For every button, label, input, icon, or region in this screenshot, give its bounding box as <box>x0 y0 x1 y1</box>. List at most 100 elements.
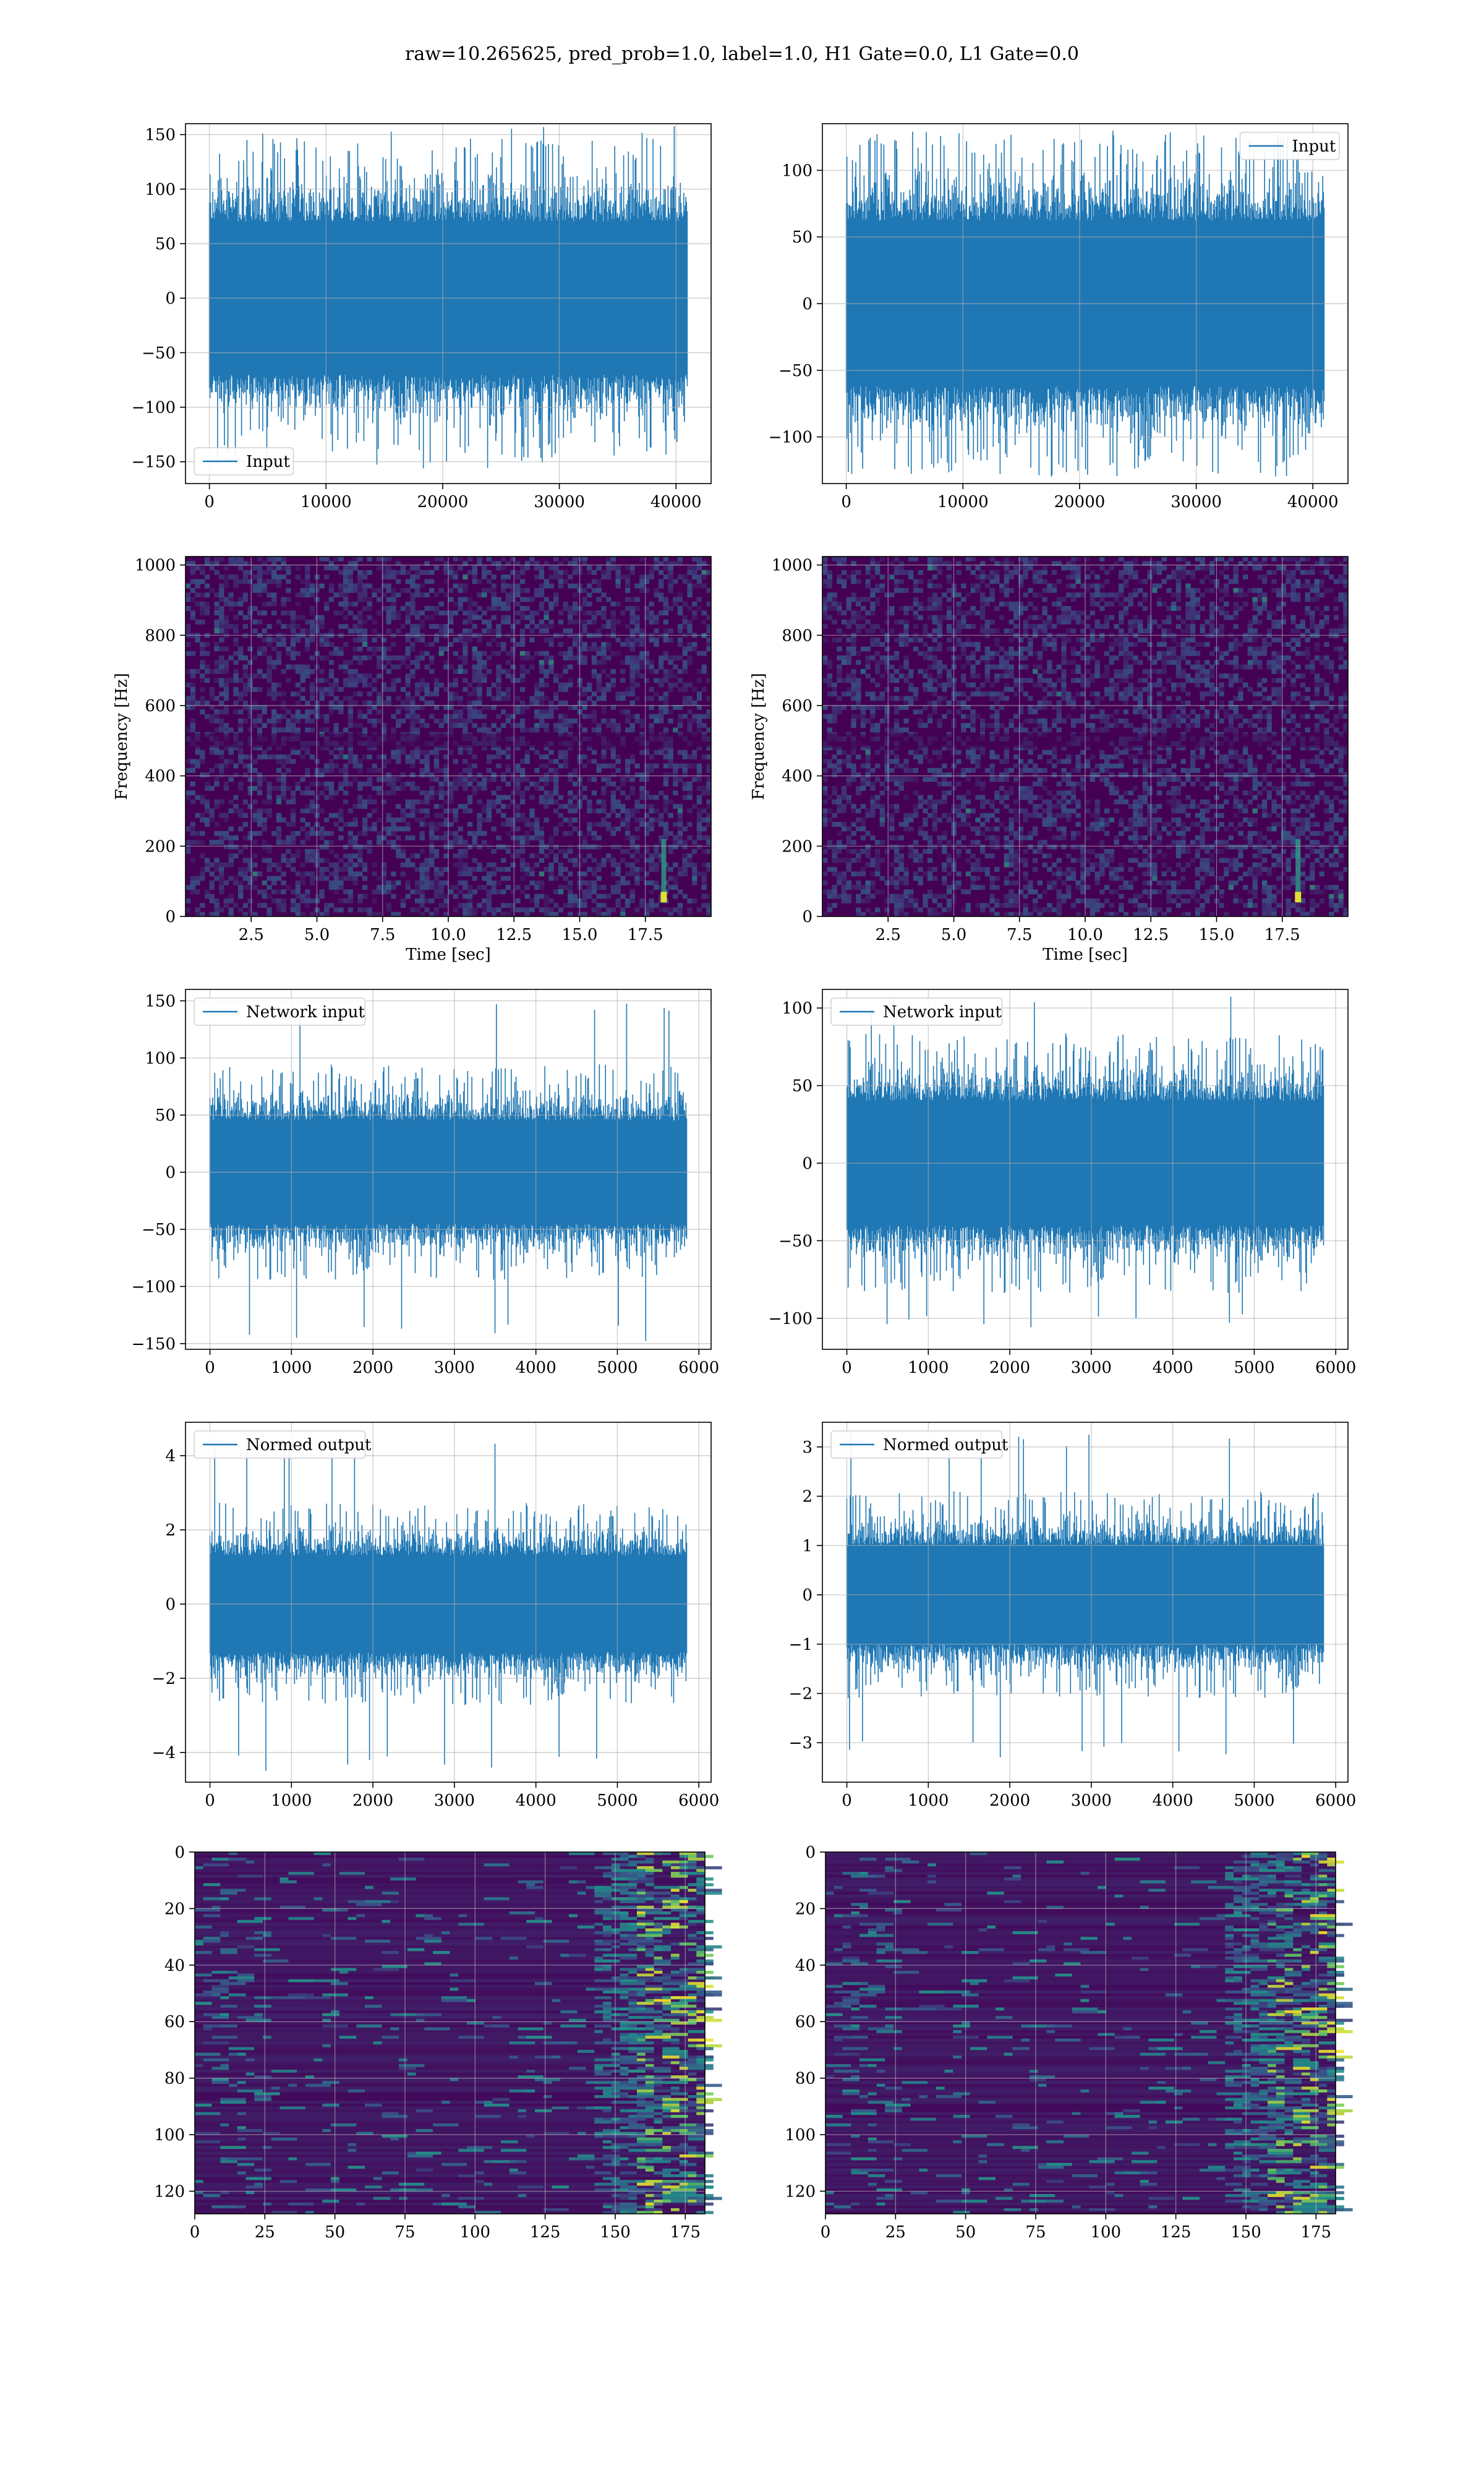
spectrogram-h1-cell <box>377 786 382 791</box>
spectrogram-h1-cell <box>558 849 563 854</box>
spectrogram-h1-cell <box>663 574 668 579</box>
spectrogram-l1-cell <box>1076 566 1081 571</box>
spectrogram-h1-cell <box>582 655 587 660</box>
spectrogram-h1-cell <box>443 777 448 782</box>
spectrogram-h1-cell <box>233 876 238 881</box>
spectrogram-h1-cell <box>324 574 329 579</box>
spectrogram-h1-cell <box>458 588 463 593</box>
spectrogram-h1-cell <box>310 620 315 625</box>
spectrogram-h1-cell <box>687 863 692 868</box>
spectrogram-h1-cell <box>406 714 411 719</box>
spectrogram-h1-cell <box>357 624 362 629</box>
spectrogram-h1-cell <box>606 620 611 625</box>
spectrogram-h1-cell <box>553 782 558 787</box>
spectrogram-h1-cell <box>630 566 635 571</box>
spectrogram-h1-cell <box>343 876 348 881</box>
spectrogram-h1-cell <box>630 714 635 719</box>
spectrogram-h1-cell <box>649 687 654 692</box>
spectrogram-h1-cell <box>271 719 276 724</box>
spectrogram-h1-cell <box>592 588 597 593</box>
spectrogram-l1-cell <box>994 570 999 575</box>
spectrogram-h1-cell <box>219 665 224 670</box>
spectrogram-h1-cell <box>415 592 420 597</box>
spectrogram-h1-cell <box>678 822 683 827</box>
spectrogram-h1-cell <box>276 660 281 665</box>
spectrogram-l1-cell <box>1148 574 1153 579</box>
spectrogram-h1-cell <box>620 660 625 665</box>
spectrogram-h1-cell <box>190 566 195 571</box>
spectrogram-l1-cell <box>1305 597 1310 602</box>
spectrogram-h1-cell <box>620 642 625 647</box>
spectrogram-h1-cell <box>482 808 487 813</box>
spectrogram-l1-cell <box>1109 566 1114 571</box>
spectrogram-l1-cell <box>1018 579 1023 584</box>
spectrogram-h1-cell <box>611 728 616 733</box>
spectrogram-h1-cell <box>592 655 597 660</box>
spectrogram-l1-cell <box>1248 624 1253 629</box>
spectrogram-l1-cell <box>1033 592 1038 597</box>
spectrogram-l1-cell <box>1085 557 1090 561</box>
spectrogram-h1-cell <box>329 863 334 868</box>
spectrogram-h1-cell <box>611 908 616 913</box>
spectrogram-h1-cell <box>654 592 659 597</box>
spectrogram-h1-cell <box>568 647 573 652</box>
spectrogram-h1-cell <box>630 642 635 647</box>
spectrogram-h1-cell <box>472 714 477 719</box>
spectrogram-h1-cell <box>319 790 324 795</box>
spectrogram-h1-cell <box>663 764 668 769</box>
spectrogram-l1-cell <box>870 628 875 633</box>
spectrogram-h1-cell <box>415 584 420 589</box>
spectrogram-h1-cell <box>511 827 516 832</box>
spectrogram-h1-cell <box>214 908 219 913</box>
spectrogram-l1-cell <box>908 574 913 579</box>
spectrogram-h1-cell <box>644 768 649 773</box>
spectrogram-h1-cell <box>210 899 215 903</box>
spectrogram-h1-cell <box>310 871 315 876</box>
spectrogram-h1-cell <box>692 849 697 854</box>
spectrogram-h1-cell <box>539 885 544 890</box>
spectrogram-h1-cell <box>687 835 692 840</box>
spectrogram-l1-cell <box>1124 638 1128 642</box>
spectrogram-h1-cell <box>668 606 673 611</box>
spectrogram-h1-cell <box>205 714 210 719</box>
spectrogram-h1-cell <box>544 660 549 665</box>
spectrogram-h1-cell <box>611 790 616 795</box>
spectrogram-h1-cell <box>410 714 415 719</box>
spectrogram-h1-cell <box>630 835 635 840</box>
spectrogram-h1-cell <box>515 777 520 782</box>
spectrogram-h1-cell <box>391 786 396 791</box>
spectrogram-h1-cell <box>496 642 501 647</box>
spectrogram-l1-cell <box>842 584 846 589</box>
spectrogram-h1-cell <box>492 871 497 876</box>
spectrogram-h1-cell <box>630 570 635 575</box>
spectrogram-h1-cell <box>382 574 386 579</box>
spectrogram-l1-cell <box>1243 638 1248 642</box>
spectrogram-h1-cell <box>415 899 420 903</box>
spectrogram-h1-cell <box>214 557 219 561</box>
spectrogram-h1-cell <box>348 610 353 615</box>
spectrogram-h1-cell <box>668 566 673 571</box>
spectrogram-h1-cell <box>233 804 238 809</box>
spectrogram-h1-cell <box>477 903 482 908</box>
spectrogram-h1-cell <box>338 885 343 890</box>
spectrogram-h1-cell <box>267 660 271 665</box>
spectrogram-h1-cell <box>248 835 253 840</box>
spectrogram-h1-cell <box>597 597 602 602</box>
spectrogram-h1-cell <box>238 647 243 652</box>
spectrogram-l1-cell <box>1295 642 1300 647</box>
spectrogram-h1-cell <box>458 863 463 868</box>
spectrogram-h1-cell <box>592 669 597 674</box>
spectrogram-h1-cell <box>515 813 520 818</box>
spectrogram-l1-cell <box>822 624 827 629</box>
spectrogram-h1-cell <box>281 853 286 858</box>
spectrogram-h1-cell <box>195 579 200 584</box>
spectrogram-h1-cell <box>439 602 444 607</box>
spectrogram-l1-cell <box>1219 606 1224 611</box>
spectrogram-h1-cell <box>573 602 578 607</box>
spectrogram-h1-cell <box>219 638 224 642</box>
spectrogram-h1-cell <box>506 673 511 678</box>
spectrogram-h1-cell <box>496 786 501 791</box>
spectrogram-h1-cell <box>568 804 573 809</box>
spectrogram-h1-cell <box>429 750 434 755</box>
spectrogram-h1-cell <box>573 818 578 822</box>
